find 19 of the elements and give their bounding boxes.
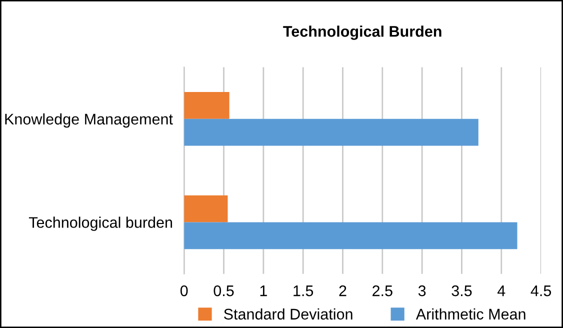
bar bbox=[184, 195, 228, 222]
x-tick-label: 3 bbox=[418, 285, 426, 296]
bar bbox=[184, 92, 230, 119]
x-tick-label: 4 bbox=[497, 286, 506, 296]
legend-label: Standard Deviation bbox=[224, 308, 352, 320]
y-tick-label: Technological burden bbox=[28, 216, 172, 231]
y-tick-label: Knowledge Management bbox=[5, 113, 173, 128]
x-tick-label: 0.5 bbox=[214, 285, 234, 296]
x-tick-label: 1.5 bbox=[294, 286, 314, 296]
legend-label: Arithmetic Mean bbox=[416, 308, 526, 320]
x-tick-label: 4.5 bbox=[530, 286, 552, 296]
x-tick-label: 1 bbox=[260, 286, 267, 296]
bar bbox=[184, 222, 518, 250]
chart-title: Technological Burden bbox=[283, 26, 442, 40]
x-tick-label: 3.5 bbox=[452, 285, 472, 296]
x-tick-label: 0 bbox=[180, 285, 188, 296]
bar bbox=[184, 118, 478, 146]
x-tick-label: 2.5 bbox=[372, 285, 392, 296]
x-tick-label: 2 bbox=[339, 285, 346, 296]
